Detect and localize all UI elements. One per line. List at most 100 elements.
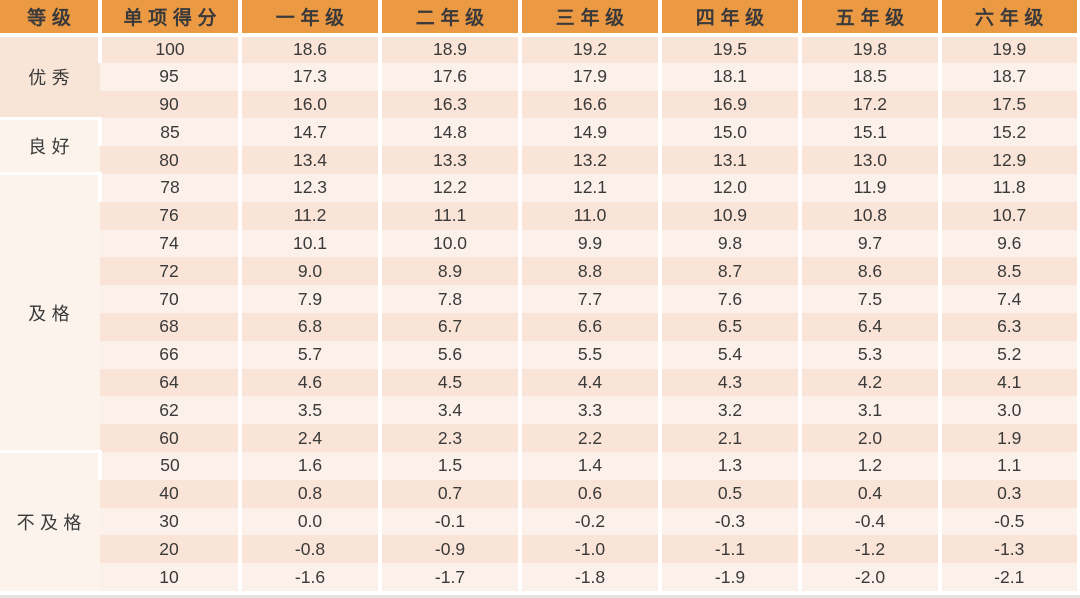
grade-group-cell: 优秀 <box>0 35 100 119</box>
value-cell: 19.5 <box>658 35 800 63</box>
table-row: 20 -0.8 -0.9 -1.0 -1.1 -1.2 -1.3 <box>0 535 1080 564</box>
value-cell: 13.1 <box>658 146 800 174</box>
table-row: 不及格 50 1.6 1.5 1.4 1.3 1.2 1.1 <box>0 450 1080 591</box>
table-row: 64 4.6 4.5 4.4 4.3 4.2 4.1 <box>0 368 1080 397</box>
grade-group-cell: 及格 <box>0 172 100 452</box>
value-cell: -2.1 <box>938 563 1080 591</box>
header-grade-6: 六年级 <box>938 0 1080 37</box>
table-row: 80 13.4 13.3 13.2 13.1 13.0 12.9 <box>0 146 1080 174</box>
value-cell: 1.4 <box>518 451 660 480</box>
value-cell: -1.3 <box>938 535 1080 564</box>
value-cell: 14.9 <box>518 118 660 147</box>
score-cell: 68 <box>100 312 240 341</box>
table-row: 74 10.1 10.0 9.9 9.8 9.7 9.6 <box>0 229 1080 258</box>
score-cell: 100 <box>98 35 240 63</box>
value-cell: 7.9 <box>238 285 380 313</box>
value-cell: -1.2 <box>798 535 940 564</box>
table-row: 40 0.8 0.7 0.6 0.5 0.4 0.3 <box>0 479 1080 508</box>
value-cell: 9.9 <box>518 229 660 258</box>
value-cell: -0.3 <box>658 507 800 536</box>
value-cell: 2.2 <box>518 424 660 452</box>
value-cell: -0.1 <box>378 507 520 536</box>
value-cell: 10.7 <box>938 201 1080 230</box>
value-cell: 10.9 <box>658 201 800 230</box>
value-cell: 12.1 <box>518 173 660 202</box>
value-cell: -0.4 <box>798 507 940 536</box>
score-cell: 64 <box>100 368 240 397</box>
value-cell: -0.2 <box>518 507 660 536</box>
score-cell: 50 <box>98 451 240 480</box>
value-cell: 5.6 <box>378 340 520 369</box>
table-row: 10 -1.6 -1.7 -1.8 -1.9 -2.0 -2.1 <box>0 563 1080 591</box>
value-cell: 16.6 <box>518 90 660 119</box>
value-cell: 4.3 <box>658 368 800 397</box>
value-cell: 1.9 <box>938 424 1080 452</box>
value-cell: 8.6 <box>798 257 940 286</box>
value-cell: 10.0 <box>378 229 520 258</box>
value-cell: 6.8 <box>238 312 380 341</box>
table-row: 90 16.0 16.3 16.6 16.9 17.2 17.5 <box>0 90 1080 119</box>
table-row: 优秀 100 18.6 18.9 19.2 19.5 19.8 19.9 <box>0 35 1080 119</box>
value-cell: 2.1 <box>658 424 800 452</box>
header-grade-level: 等级 <box>0 0 100 37</box>
value-cell: 0.5 <box>658 479 800 508</box>
value-cell: 0.4 <box>798 479 940 508</box>
value-cell: -1.8 <box>518 563 660 591</box>
value-cell: 3.5 <box>238 396 380 425</box>
value-cell: 7.8 <box>378 285 520 313</box>
value-cell: 12.3 <box>238 173 380 202</box>
value-cell: 13.2 <box>518 146 660 174</box>
value-cell: 0.0 <box>238 507 380 536</box>
value-cell: 2.4 <box>238 424 380 452</box>
value-cell: 11.0 <box>518 201 660 230</box>
score-cell: 20 <box>100 535 240 564</box>
value-cell: 4.6 <box>238 368 380 397</box>
value-cell: 6.5 <box>658 312 800 341</box>
value-cell: 7.6 <box>658 285 800 313</box>
value-cell: 7.7 <box>518 285 660 313</box>
value-cell: -1.6 <box>238 563 380 591</box>
value-cell: 11.8 <box>938 173 1080 202</box>
value-cell: 9.6 <box>938 229 1080 258</box>
value-cell: 3.1 <box>798 396 940 425</box>
value-cell: 10.8 <box>798 201 940 230</box>
value-cell: 16.3 <box>378 90 520 119</box>
table-row: 95 17.3 17.6 17.9 18.1 18.5 18.7 <box>0 62 1080 91</box>
value-cell: 16.9 <box>658 90 800 119</box>
score-cell: 95 <box>100 62 240 91</box>
value-cell: 17.6 <box>378 62 520 91</box>
value-cell: 12.0 <box>658 173 800 202</box>
value-cell: -0.8 <box>238 535 380 564</box>
score-cell: 70 <box>100 285 240 313</box>
value-cell: 18.5 <box>798 62 940 91</box>
value-cell: 17.5 <box>938 90 1080 119</box>
score-cell: 85 <box>98 118 240 147</box>
value-cell: 19.2 <box>518 35 660 63</box>
header-grade-2: 二年级 <box>378 0 520 37</box>
table-row: 68 6.8 6.7 6.6 6.5 6.4 6.3 <box>0 312 1080 341</box>
table-row: 66 5.7 5.6 5.5 5.4 5.3 5.2 <box>0 340 1080 369</box>
value-cell: 3.2 <box>658 396 800 425</box>
value-cell: 8.5 <box>938 257 1080 286</box>
value-cell: 15.1 <box>798 118 940 147</box>
value-cell: -0.5 <box>938 507 1080 536</box>
value-cell: 16.0 <box>238 90 380 119</box>
value-cell: -1.1 <box>658 535 800 564</box>
header-row: 等级 单项得分 一年级 二年级 三年级 四年级 五年级 六年级 <box>0 0 1080 37</box>
value-cell: 3.4 <box>378 396 520 425</box>
table-row: 60 2.4 2.3 2.2 2.1 2.0 1.9 <box>0 424 1080 452</box>
value-cell: 13.4 <box>238 146 380 174</box>
value-cell: 14.7 <box>238 118 380 147</box>
value-cell: 3.0 <box>938 396 1080 425</box>
value-cell: 1.5 <box>378 451 520 480</box>
value-cell: 0.3 <box>938 479 1080 508</box>
value-cell: 15.0 <box>658 118 800 147</box>
value-cell: 5.7 <box>238 340 380 369</box>
score-cell: 60 <box>100 424 240 452</box>
bottom-edge-strip <box>0 595 1080 598</box>
value-cell: 17.3 <box>238 62 380 91</box>
value-cell: 4.4 <box>518 368 660 397</box>
value-cell: 9.0 <box>238 257 380 286</box>
table-row: 及格 78 12.3 12.2 12.1 12.0 11.9 11.8 <box>0 172 1080 452</box>
